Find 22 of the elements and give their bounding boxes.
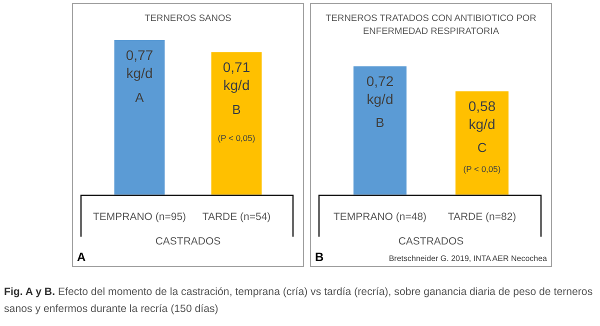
text: Fig. A y B. Efecto del momento de la castración, temprana (cría) vs tardía (recría), sobre ganancia diaria de peso de terneros sanos y enfermos durante la recría (150 días) [4,285,594,317]
annotation: (P < 0,05) [218,132,256,143]
x-axis-title: CASTRADOS [398,236,464,248]
x-axis-title: CASTRADOS [155,236,221,248]
x-tick-label: TEMPRANO (n=95) [92,210,186,223]
annotation: C [477,140,487,155]
x-tick-label: TARDE (n=54) [202,210,271,223]
chart-title: TERNEROS TRATADOS CON ANTIBIOTICO POR ENFERMEDAD RESPIRATORIA [324,12,538,38]
chart-title: TERNEROS SANOS [144,12,232,25]
annotation: B [232,102,241,117]
data-label: 0,72 kg/d [366,73,394,108]
data-label: 0,58 kg/d [468,98,496,132]
text: A [77,250,86,264]
x-tick-label: TEMPRANO (n=48) [333,210,427,223]
data-label: 0,77 kg/d [126,46,154,81]
annotation: B [376,114,384,130]
text: B [315,250,324,264]
annotation: A [135,90,144,105]
annotation: (P < 0,05) [463,164,501,174]
data-label: 0,71 kg/d [222,58,250,93]
x-tick-label: TARDE (n=82) [448,210,516,223]
text: Bretschneider G. 2019, INTA AER Necochea [388,254,547,263]
